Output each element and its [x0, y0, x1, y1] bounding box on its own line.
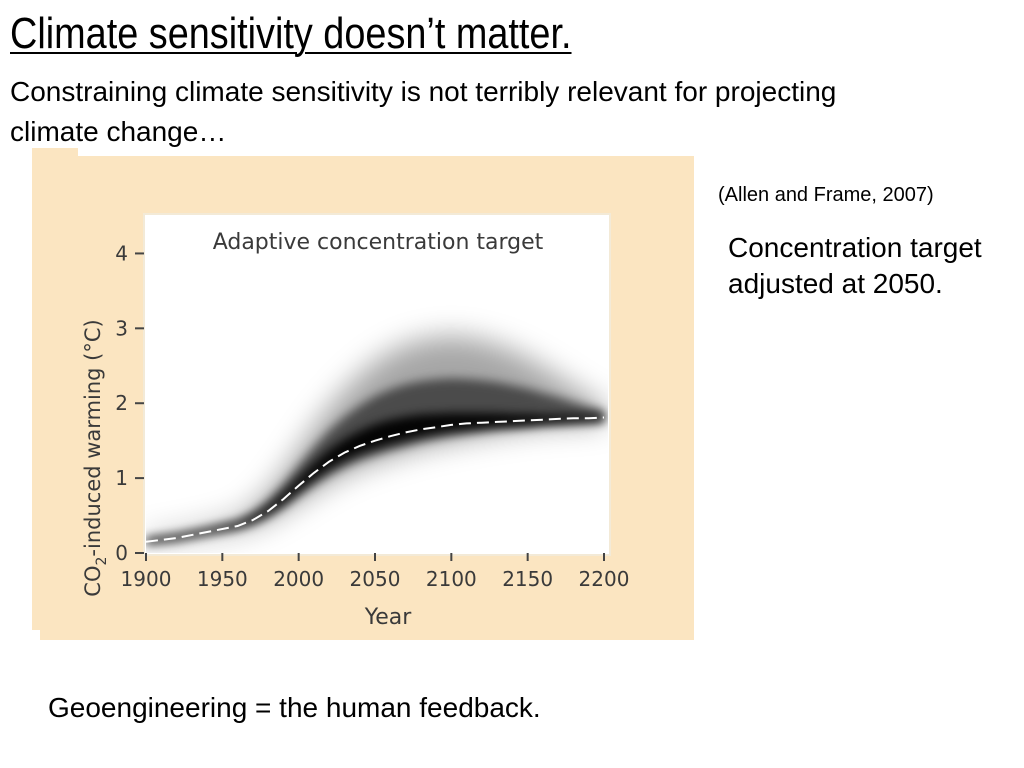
y-tick-label: 2 — [115, 391, 128, 415]
y-tick-label: 1 — [115, 466, 128, 490]
median-warming-line — [146, 416, 605, 543]
x-tick-label: 2050 — [350, 567, 401, 591]
warming-chart: Adaptive concentration target 1900 1950 20… — [81, 213, 630, 630]
x-tick-label: 2150 — [502, 567, 553, 591]
citation: (Allen and Frame, 2007) — [718, 184, 934, 206]
side-note: Concentration target adjusted at 2050. — [728, 232, 982, 299]
x-tick-label: 2200 — [579, 567, 630, 591]
y-axis: 0 1 2 3 4 — [115, 241, 144, 565]
slide-title: Climate sensitivity doesn’t matter. — [10, 9, 572, 58]
x-tick-label: 2100 — [426, 567, 477, 591]
x-axis: 1900 1950 2000 2050 2100 2150 2200 — [121, 553, 630, 591]
y-tick-label: 4 — [115, 241, 128, 265]
x-tick-label: 2000 — [273, 567, 324, 591]
y-tick-label: 0 — [115, 541, 128, 565]
y-axis-label: CO2-induced warming (°C) — [81, 319, 110, 596]
uncertainty-band-core — [146, 413, 604, 544]
y-tick-label: 3 — [115, 316, 128, 340]
slide-subtitle: Constraining climate sensitivity is not … — [10, 76, 837, 147]
x-tick-label: 1900 — [121, 567, 172, 591]
x-axis-label: Year — [364, 605, 413, 630]
bottom-note: Geoengineering = the human feedback. — [48, 692, 541, 723]
chart-title: Adaptive concentration target — [213, 230, 544, 255]
x-tick-label: 1950 — [197, 567, 248, 591]
